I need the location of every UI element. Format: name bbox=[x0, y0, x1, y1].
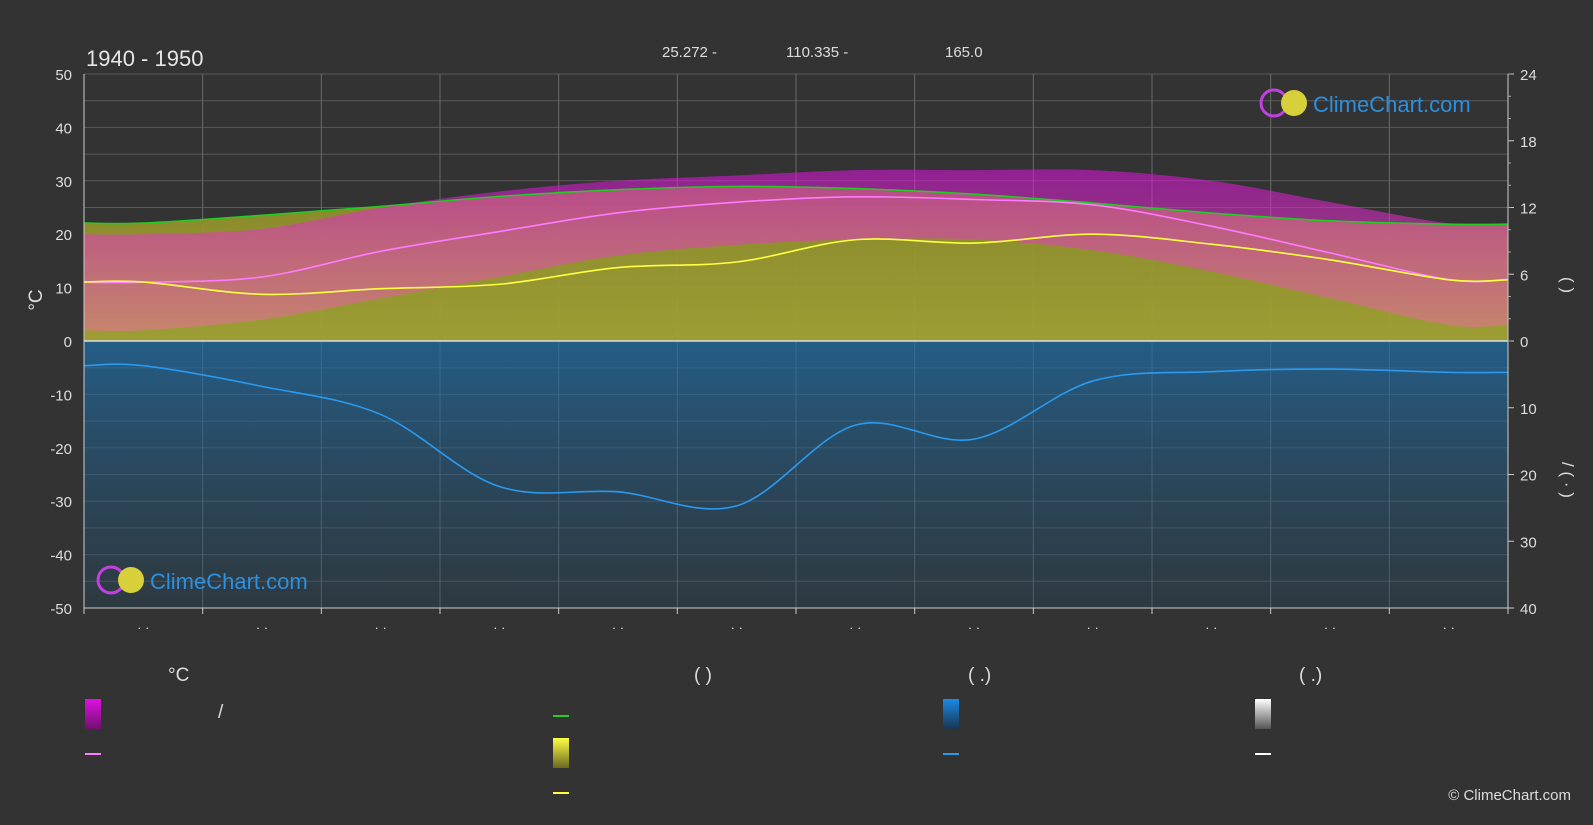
legend-temp-header: °C bbox=[168, 665, 190, 686]
legend-rain-header: ( .) bbox=[968, 665, 992, 686]
x-tick-label: · · bbox=[849, 620, 861, 635]
climate-chart: 50 40 30 20 10 0 -10 -20 -30 -40 -50 24 18 12 6 0 10 20 30… bbox=[26, 67, 1577, 635]
temperature-band bbox=[84, 169, 1508, 332]
logo-sun-icon bbox=[1281, 90, 1307, 116]
y-right-tick-label: 0 bbox=[1520, 334, 1528, 351]
x-tick-label: · · bbox=[375, 620, 387, 635]
y-tick-label: -30 bbox=[50, 494, 72, 511]
sunshine-line bbox=[83, 233, 1509, 296]
y-right-tick-label: 6 bbox=[1520, 267, 1528, 284]
y-right-tick-label: 30 bbox=[1520, 534, 1537, 551]
precipitation-line bbox=[83, 363, 1509, 510]
y-right-label-top: ( ) bbox=[1558, 277, 1577, 293]
y-tick-label: -40 bbox=[50, 548, 72, 565]
y-right-tick-label: 20 bbox=[1520, 468, 1537, 485]
x-tick-label: · · bbox=[968, 620, 980, 635]
precipitation-band bbox=[84, 341, 1508, 608]
legend-sun-band-swatch bbox=[553, 738, 569, 768]
legend-temp-line-swatch bbox=[85, 753, 101, 755]
y-tick-label: 20 bbox=[55, 227, 72, 244]
y-tick-label: 10 bbox=[55, 281, 72, 298]
data-bands bbox=[84, 169, 1508, 608]
y-right-tick-label: 24 bbox=[1520, 67, 1537, 84]
legend-sun-line-swatch bbox=[553, 792, 569, 794]
data-lines bbox=[83, 185, 1509, 510]
y-tick-label: 40 bbox=[55, 120, 72, 137]
legend-snow-line-swatch bbox=[1255, 753, 1271, 755]
legend-snow-header: ( .) bbox=[1299, 665, 1323, 686]
copyright: © ClimeChart.com bbox=[1448, 787, 1571, 804]
logo-bottom[interactable]: ClimeChart.com bbox=[96, 565, 308, 595]
latitude-label: 25.272 - bbox=[662, 44, 718, 61]
x-tick-label: · · bbox=[1324, 620, 1336, 635]
temperature-mean-line bbox=[83, 195, 1509, 284]
daylight-line bbox=[83, 185, 1509, 226]
x-tick-label: · · bbox=[1087, 620, 1099, 635]
logo-sun-icon bbox=[118, 567, 144, 593]
y-tick-label: 50 bbox=[55, 67, 72, 84]
x-tick-label: · · bbox=[137, 620, 149, 635]
legend-slash: / bbox=[218, 702, 224, 723]
y-right-tick-label: 40 bbox=[1520, 601, 1537, 618]
legend-sun-header: ( ) bbox=[694, 665, 712, 686]
elevation-label: 165.0 bbox=[945, 44, 983, 61]
x-tick-label: · · bbox=[1443, 620, 1455, 635]
logo-text: ClimeChart.com bbox=[150, 569, 308, 594]
x-tick-label: · · bbox=[493, 620, 505, 635]
chart-title: 1940 - 1950 bbox=[86, 46, 204, 71]
axes: 50 40 30 20 10 0 -10 -20 -30 -40 -50 24 18 12 6 0 10 20 30… bbox=[50, 67, 1536, 635]
legend-temp-band-swatch bbox=[85, 699, 101, 729]
y-tick-label: -50 bbox=[50, 601, 72, 618]
legend-snow-band-swatch bbox=[1255, 699, 1271, 729]
y-right-tick-label: 10 bbox=[1520, 401, 1537, 418]
legend-rain-line-swatch bbox=[943, 753, 959, 755]
y-right-tick-label: 18 bbox=[1520, 134, 1537, 151]
logo-text: ClimeChart.com bbox=[1313, 92, 1471, 117]
x-tick-label: · · bbox=[731, 620, 743, 635]
legend-daylight-line-swatch bbox=[553, 715, 569, 717]
y-axis-label: °C bbox=[26, 289, 47, 310]
y-tick-label: -10 bbox=[50, 387, 72, 404]
x-tick-label: · · bbox=[1205, 620, 1217, 635]
y-right-tick-label: 12 bbox=[1520, 201, 1537, 218]
y-tick-label: 0 bbox=[64, 334, 72, 351]
y-tick-label: 30 bbox=[55, 174, 72, 191]
y-tick-label: -20 bbox=[50, 441, 72, 458]
legend-rain-band-swatch bbox=[943, 699, 959, 729]
x-tick-label: · · bbox=[612, 620, 624, 635]
y-right-label-bottom: / ( · ) bbox=[1558, 462, 1577, 498]
x-tick-label: · · bbox=[256, 620, 268, 635]
logo-top[interactable]: ClimeChart.com bbox=[1259, 88, 1471, 118]
longitude-label: 110.335 - bbox=[786, 44, 849, 61]
